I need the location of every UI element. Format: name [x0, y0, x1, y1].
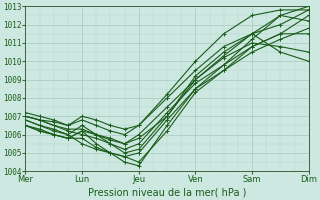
X-axis label: Pression niveau de la mer( hPa ): Pression niveau de la mer( hPa ) [88, 187, 246, 197]
